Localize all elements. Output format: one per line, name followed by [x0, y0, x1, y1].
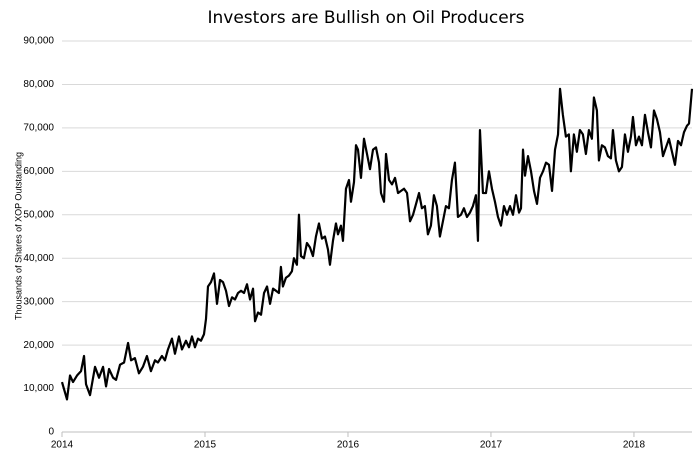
y-tick-label: 30,000 — [23, 296, 54, 307]
chart-title: Investors are Bullish on Oil Producers — [207, 8, 524, 28]
y-tick-label: 40,000 — [23, 253, 54, 264]
x-tick-label: 2016 — [337, 440, 360, 451]
x-tick-label: 2017 — [480, 440, 503, 451]
y-tick-label: 0 — [48, 427, 54, 438]
x-tick-label: 2018 — [623, 440, 646, 451]
x-tick-label: 2014 — [51, 440, 74, 451]
y-tick-label: 20,000 — [23, 340, 54, 351]
y-tick-label: 70,000 — [23, 123, 54, 134]
y-tick-label: 90,000 — [23, 36, 54, 47]
y-tick-label: 80,000 — [23, 79, 54, 90]
line-series — [60, 87, 694, 401]
y-tick-label: 50,000 — [23, 209, 54, 220]
x-tick-label: 2015 — [194, 440, 217, 451]
y-tick-label: 60,000 — [23, 166, 54, 177]
y-tick-label: 10,000 — [23, 383, 54, 394]
y-axis-label: Thousands of Shares of XOP Outstanding — [13, 152, 23, 320]
